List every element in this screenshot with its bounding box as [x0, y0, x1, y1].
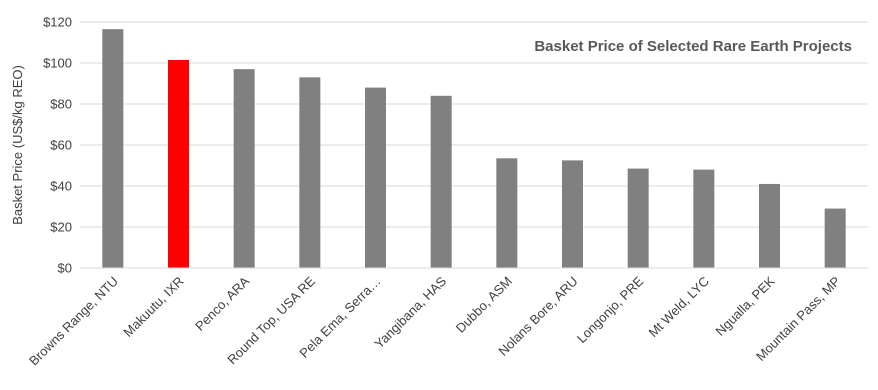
bar: [299, 77, 321, 268]
bar: [233, 69, 255, 269]
x-category-label: Ngualla, PEK: [712, 273, 778, 339]
y-axis-tick-labels: $0 $20 $40 $60 $80 $100 $120: [43, 15, 72, 276]
y-tick-label: $60: [50, 138, 72, 153]
x-category-label: Makuutu, IXR: [120, 274, 186, 340]
bar: [168, 59, 189, 268]
bar: [496, 158, 518, 268]
x-category-label: Mt Weld, LYC: [645, 274, 711, 340]
y-tick-label: $40: [50, 179, 72, 194]
bar: [430, 95, 452, 268]
y-tick-label: $0: [58, 261, 72, 276]
x-category-label: Browns Range, NTU: [26, 274, 121, 369]
bar: [562, 160, 583, 268]
gridlines: [80, 21, 868, 228]
bar: [693, 169, 715, 268]
bar: [102, 29, 124, 268]
y-tick-label: $120: [43, 15, 72, 30]
bar: [365, 87, 386, 268]
x-axis-category-labels: Browns Range, NTU Makuutu, IXR Penco, ARAR…: [26, 273, 843, 368]
x-category-label: Longonjo, PRE: [574, 273, 647, 346]
x-category-label: Yangibana, HAS: [371, 273, 449, 351]
bar: [627, 168, 649, 268]
bar: [759, 183, 780, 268]
chart-title: Basket Price of Selected Rare Earth Proj…: [534, 38, 852, 55]
y-tick-label: $100: [43, 56, 72, 71]
y-axis-title: Basket Price (US$/kg REO): [10, 65, 25, 225]
x-category-label: Dubbo, ASM: [453, 274, 515, 336]
bar: [824, 208, 846, 268]
bars: [102, 29, 846, 269]
x-category-label: Penco, ARA: [192, 273, 252, 333]
y-tick-label: $80: [50, 97, 72, 112]
y-tick-label: $20: [50, 220, 72, 235]
